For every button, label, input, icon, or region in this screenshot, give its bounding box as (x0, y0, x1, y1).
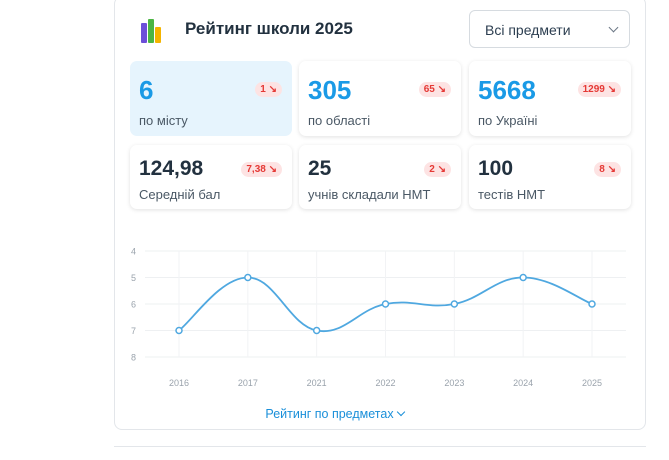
x-tick-label: 2017 (238, 378, 258, 388)
change-badge: 65 ↘ (418, 82, 451, 97)
y-tick-label: 4 (131, 247, 136, 257)
data-point (244, 273, 252, 282)
trend-down-icon: ↘ (607, 84, 616, 95)
chevron-down-icon (396, 407, 405, 417)
stat-label: учнів складали НМТ (308, 187, 431, 202)
trend-down-icon: ↘ (268, 164, 277, 175)
x-tick-label: 2016 (169, 378, 189, 388)
stat-value: 5668 (478, 75, 536, 105)
page-title: Рейтинг школи 2025 (185, 19, 353, 38)
bar-chart-logo-icon (141, 19, 167, 43)
y-tick-label: 8 (131, 353, 136, 363)
subject-select[interactable]: Всі предмети (469, 10, 630, 48)
stat-label: по Україні (478, 113, 538, 128)
x-tick-label: 2025 (582, 378, 602, 388)
stat-label: тестів НМТ (478, 187, 546, 202)
x-tick-label: 2022 (375, 378, 395, 388)
stat-students: 25 2 ↘ учнів складали НМТ (299, 145, 461, 209)
subject-rating-link[interactable]: Рейтинг по предметах (0, 407, 669, 421)
stat-value: 6 (139, 75, 154, 105)
subject-select-value: Всі предмети (485, 22, 571, 38)
divider (114, 446, 646, 447)
x-tick-label: 2023 (444, 378, 464, 388)
stat-tests: 100 8 ↘ тестів НМТ (469, 145, 631, 209)
trend-down-icon: ↘ (607, 164, 616, 175)
y-tick-label: 7 (131, 326, 136, 336)
stat-label: по області (308, 113, 371, 128)
y-tick-label: 5 (131, 273, 136, 283)
data-point (381, 300, 390, 308)
change-badge: 8 ↘ (594, 162, 621, 177)
y-tick-label: 6 (131, 300, 136, 310)
trend-down-icon: ↘ (437, 164, 446, 175)
stat-label: Середній бал (139, 187, 221, 202)
stat-region-rank: 305 65 ↘ по області (299, 61, 461, 136)
change-badge: 7,38 ↘ (241, 162, 282, 177)
stat-value: 124,98 (139, 157, 204, 180)
data-point (588, 300, 596, 308)
rating-line-chart: 4 5 6 7 8 2016 2017 2021 2022 2023 2024 2025 (131, 247, 626, 388)
stat-value: 305 (308, 75, 352, 105)
stat-country-rank: 5668 1299 ↘ по Україні (469, 61, 631, 136)
data-point (519, 273, 527, 282)
trend-down-icon: ↘ (268, 84, 277, 95)
stat-value: 100 (478, 157, 514, 180)
data-point (312, 326, 321, 335)
x-tick-label: 2021 (307, 378, 327, 388)
trend-down-icon: ↘ (437, 84, 446, 95)
change-badge: 1 ↘ (255, 82, 282, 97)
data-point (450, 300, 459, 308)
stat-label: по місту (139, 113, 188, 128)
change-badge: 1299 ↘ (577, 82, 621, 97)
x-tick-label: 2024 (513, 378, 533, 388)
stat-city-rank: 6 1 ↘ по місту (130, 61, 292, 136)
stat-average-score: 124,98 7,38 ↘ Середній бал (130, 145, 292, 209)
stat-value: 25 (308, 157, 332, 180)
change-badge: 2 ↘ (424, 162, 451, 177)
data-point (175, 326, 183, 335)
